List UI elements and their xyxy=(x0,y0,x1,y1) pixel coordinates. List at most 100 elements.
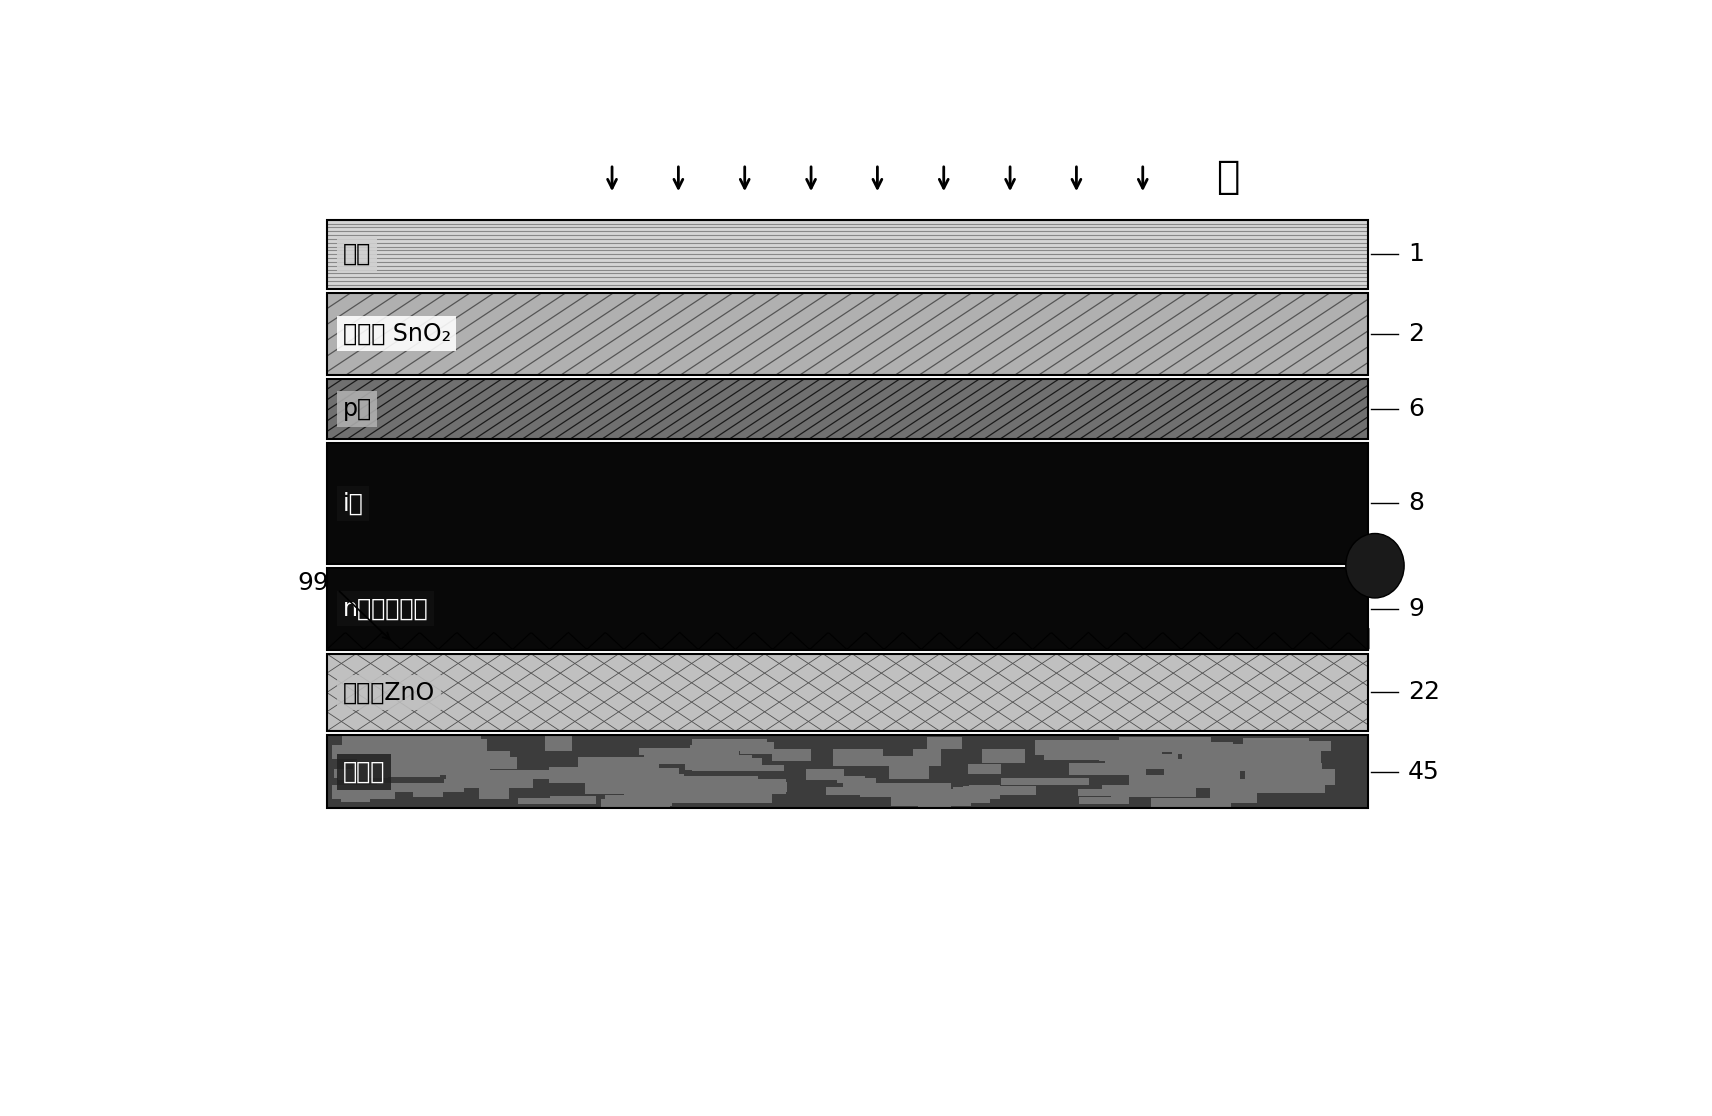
Bar xyxy=(1111,786,1197,797)
Bar xyxy=(669,787,705,801)
Bar xyxy=(1161,759,1219,767)
Bar xyxy=(397,752,471,759)
Bar xyxy=(353,761,442,773)
Bar xyxy=(741,742,774,754)
Text: 9: 9 xyxy=(1407,597,1424,620)
Bar xyxy=(586,783,676,793)
Text: 2: 2 xyxy=(1407,321,1424,346)
Bar xyxy=(1150,798,1231,807)
Bar xyxy=(442,751,510,767)
Bar xyxy=(517,798,551,805)
Bar xyxy=(1205,760,1253,770)
Bar xyxy=(414,750,462,758)
Text: p层: p层 xyxy=(342,397,372,421)
Bar xyxy=(413,787,443,797)
Bar xyxy=(327,220,1368,289)
Bar xyxy=(1000,778,1089,786)
Ellipse shape xyxy=(1346,533,1404,598)
Bar xyxy=(772,750,811,761)
Bar xyxy=(1138,788,1178,796)
Text: i层: i层 xyxy=(342,491,363,516)
Bar xyxy=(332,785,395,799)
Bar xyxy=(726,789,762,798)
Bar xyxy=(550,796,596,804)
Bar xyxy=(1245,741,1332,751)
Bar xyxy=(983,749,1024,762)
Bar xyxy=(327,735,1368,808)
Bar xyxy=(342,735,397,752)
Bar xyxy=(1233,744,1301,760)
Bar xyxy=(806,769,844,780)
Bar xyxy=(1115,748,1162,754)
Bar xyxy=(613,775,683,789)
Bar xyxy=(327,292,1368,375)
Bar xyxy=(690,745,738,762)
Bar xyxy=(579,757,627,769)
Bar xyxy=(601,761,637,776)
Bar xyxy=(1210,787,1257,804)
Bar xyxy=(479,783,508,799)
Bar xyxy=(579,757,659,769)
Bar xyxy=(604,795,671,806)
Bar xyxy=(327,654,1368,731)
Bar xyxy=(606,767,635,773)
Bar xyxy=(969,786,1000,799)
Text: 22: 22 xyxy=(1407,681,1440,704)
Bar xyxy=(443,779,532,788)
Bar xyxy=(863,757,933,766)
Bar xyxy=(692,739,767,751)
Bar xyxy=(705,782,788,792)
Bar xyxy=(327,568,1368,650)
Bar xyxy=(327,378,1368,439)
Bar xyxy=(1239,760,1305,767)
Bar xyxy=(736,779,786,793)
Bar xyxy=(930,789,962,802)
Bar xyxy=(889,764,930,779)
Bar xyxy=(1034,740,1096,750)
Bar xyxy=(1034,740,1120,754)
Bar xyxy=(358,759,404,770)
Bar xyxy=(1068,763,1147,775)
Bar xyxy=(923,790,969,800)
Text: 1: 1 xyxy=(1407,242,1424,267)
Bar xyxy=(693,791,772,804)
Bar xyxy=(1212,779,1265,793)
Bar xyxy=(368,738,430,754)
Bar xyxy=(366,767,438,773)
Bar xyxy=(644,748,714,763)
Bar xyxy=(1267,747,1313,757)
Text: 玻璃: 玻璃 xyxy=(342,242,372,267)
Bar xyxy=(1173,742,1233,753)
Text: 6: 6 xyxy=(1407,397,1424,421)
Bar xyxy=(383,760,438,776)
Text: 45: 45 xyxy=(1407,760,1440,783)
Bar xyxy=(409,739,461,749)
Text: n层，蚀刻后: n层，蚀刻后 xyxy=(342,597,428,620)
Bar xyxy=(954,788,990,804)
Bar xyxy=(912,749,942,766)
Bar xyxy=(327,443,1368,564)
Bar xyxy=(327,378,1368,439)
Bar xyxy=(962,787,1036,795)
Bar xyxy=(678,776,758,791)
Bar xyxy=(327,443,1368,564)
Bar xyxy=(1164,768,1239,782)
Bar xyxy=(630,776,705,789)
Bar xyxy=(442,757,517,769)
Bar xyxy=(377,783,464,791)
Bar xyxy=(1265,783,1325,793)
Bar xyxy=(467,770,560,779)
Bar xyxy=(844,778,877,793)
Bar xyxy=(399,741,478,749)
Bar xyxy=(332,745,406,759)
Bar xyxy=(1169,764,1217,771)
Bar xyxy=(1157,777,1195,789)
Bar xyxy=(1103,786,1157,792)
Bar xyxy=(659,786,746,801)
Bar xyxy=(1120,737,1212,751)
Bar xyxy=(1197,759,1275,770)
Bar xyxy=(1058,749,1150,760)
Bar xyxy=(327,654,1368,731)
Bar xyxy=(399,763,490,776)
Bar xyxy=(904,798,971,806)
